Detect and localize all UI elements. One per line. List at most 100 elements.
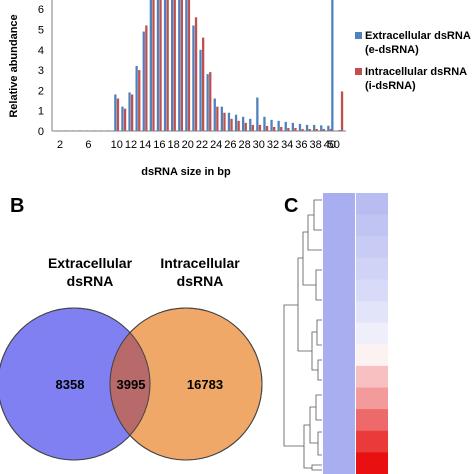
bar-extracellular <box>242 116 245 131</box>
legend-sublabel-extracellular: (e-dsRNA) <box>365 44 419 56</box>
dendrogram-branch <box>311 464 322 471</box>
bar-intracellular <box>308 128 311 131</box>
dendrogram-branch <box>315 394 322 421</box>
bar-extracellular <box>185 0 188 131</box>
dendrogram-branch <box>317 359 322 381</box>
y-tick-label: 0 <box>38 126 44 138</box>
bar-intracellular <box>340 91 344 131</box>
y-tick-label: 5 <box>38 25 44 37</box>
x-tick-label: 32 <box>267 139 279 151</box>
legend-swatch-intracellular <box>355 68 362 75</box>
bar-extracellular <box>249 118 252 131</box>
bar-intracellular <box>180 0 183 131</box>
heatmap-cell-intracellular <box>356 193 388 216</box>
bar-intracellular <box>187 0 191 131</box>
x-tick-label: 28 <box>238 139 250 151</box>
bar-intracellular <box>322 128 325 131</box>
dendrogram-branch <box>317 431 322 456</box>
bar-extracellular <box>135 66 138 131</box>
venn-set-b-title: Intracellular <box>160 255 240 271</box>
panel-label-c: C <box>284 195 298 217</box>
dendrogram-branch <box>302 231 316 286</box>
x-tick-label: 10 <box>111 139 123 151</box>
venn-outline-intracellular <box>109 307 263 461</box>
bar-extracellular <box>192 25 195 131</box>
y-tick-label: 3 <box>38 65 44 77</box>
legend-label-intracellular: Intracellular dsRNA <box>365 66 467 78</box>
bar-series <box>57 0 344 132</box>
dendrogram-branch <box>313 199 322 231</box>
venn-set-a-title: Extracellular <box>48 255 133 271</box>
x-tick-label: 38 <box>309 139 321 151</box>
heatmap-cell-intracellular <box>356 365 388 389</box>
heatmap-cell-intracellular <box>356 344 388 367</box>
x-tick-label: 14 <box>139 139 151 151</box>
panel-label-b: B <box>10 195 24 217</box>
bar-intracellular <box>152 0 155 131</box>
bar-extracellular <box>163 0 167 131</box>
bar-extracellular <box>256 97 259 131</box>
x-tick-label: 50 <box>328 139 340 151</box>
dendrogram-branch <box>309 406 318 444</box>
heatmap-cell-intracellular <box>356 301 388 324</box>
x-tick-label: 20 <box>182 139 194 151</box>
venn-count-intracellular-only: 16783 <box>187 377 223 392</box>
heatmap-cell-intracellular <box>356 452 388 474</box>
heatmap-cell-intracellular <box>356 257 388 280</box>
bar-intracellular <box>223 112 226 131</box>
bar-extracellular <box>199 49 202 131</box>
bar-intracellular <box>216 106 219 131</box>
bar-extracellular <box>206 74 209 131</box>
y-axis-title: Relative abundance <box>8 14 20 117</box>
dendrogram-branch <box>297 257 312 352</box>
legend-label-extracellular: Extracellular dsRNA <box>365 30 471 42</box>
y-tick-label: 2 <box>38 85 44 97</box>
heatmap-cells <box>323 193 388 474</box>
bar-intracellular <box>131 94 134 131</box>
bar-extracellular <box>227 112 231 131</box>
heatmap: C <box>283 193 388 474</box>
heatmap-cell-intracellular <box>356 409 388 432</box>
bar-extracellular <box>149 0 152 131</box>
bar-extracellular <box>305 124 309 131</box>
heatmap-cell-intracellular <box>356 236 388 259</box>
x-axis-title: dsRNA size in bp <box>141 166 231 178</box>
bar-intracellular <box>123 108 127 131</box>
bar-intracellular <box>258 124 262 131</box>
heatmap-cell-intracellular <box>356 279 388 302</box>
bar-intracellular <box>194 17 198 131</box>
legend: Extracellular dsRNA (e-dsRNA) Intracellu… <box>355 30 471 92</box>
bar-intracellular <box>280 126 283 131</box>
venn-count-overlap: 3995 <box>117 377 146 392</box>
venn-outline-extracellular <box>0 307 151 461</box>
bar-extracellular <box>327 125 330 131</box>
legend-swatch-extracellular <box>355 32 362 39</box>
dendrogram-branch <box>307 214 322 251</box>
x-tick-label: 18 <box>167 139 179 151</box>
x-tick-label: 36 <box>295 139 307 151</box>
heatmap-column-extracellular <box>323 193 355 474</box>
venn-set-b-subtitle: dsRNA <box>177 273 224 289</box>
bar-extracellular <box>234 114 238 131</box>
venn-set-a-subtitle: dsRNA <box>67 273 114 289</box>
x-tick-label: 30 <box>253 139 265 151</box>
dendrogram-branch <box>283 304 304 447</box>
y-tick-label: 1 <box>38 106 44 118</box>
bar-extracellular <box>284 121 287 131</box>
venn-count-extracellular-only: 8358 <box>56 377 85 392</box>
bar-extracellular <box>320 125 323 131</box>
x-tick-label: 34 <box>281 139 293 151</box>
venn-diagram: B Extracellular dsRNA Intracellular dsRN… <box>0 195 263 461</box>
y-tick-label: 6 <box>38 4 44 16</box>
bar-intracellular <box>230 118 233 131</box>
bar-intracellular <box>329 128 333 131</box>
bar-intracellular <box>251 124 254 131</box>
legend-sublabel-intracellular: (i-dsRNA) <box>365 80 416 92</box>
y-axis-ticks: 0 1 2 3 4 5 6 <box>38 4 44 138</box>
bar-extracellular <box>277 120 280 131</box>
x-tick-label: 6 <box>85 139 91 151</box>
bar-intracellular <box>244 122 247 131</box>
bar-intracellular <box>202 37 205 132</box>
